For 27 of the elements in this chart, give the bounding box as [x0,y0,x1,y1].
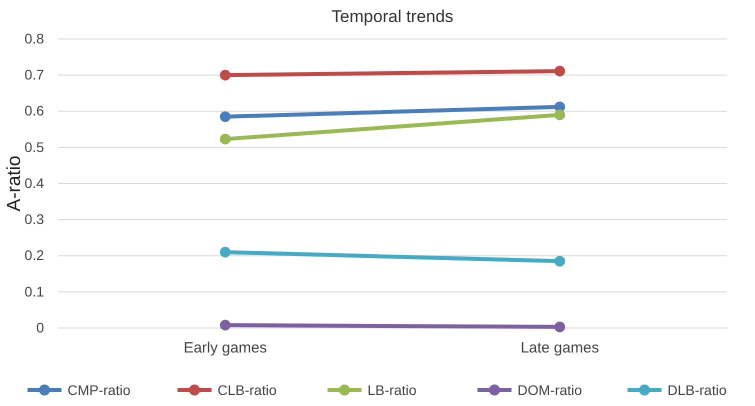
y-tick-label: 0.2 [24,247,44,264]
point [554,256,566,267]
y-tick-label: 0.6 [24,102,44,119]
legend-label: CMP-ratio [68,382,131,398]
x-tick-label: Late games [520,340,599,357]
y-tick-label: 0.8 [24,30,44,46]
y-tick-label: 0 [36,319,44,336]
point [220,246,231,258]
legend-label: DOM-ratio [518,382,582,398]
y-axis-title: A-ratio [4,156,25,212]
legend-label: CLB-ratio [218,382,277,398]
y-tick-label: 0.3 [24,211,44,228]
point [220,320,231,330]
point [554,110,566,120]
point [220,70,231,80]
legend-label: LB-ratio [368,382,417,398]
y-tick-label: 0.7 [24,66,44,83]
y-tick-label: 0.1 [24,283,44,300]
point [554,66,566,76]
y-tick-label: 0.4 [24,174,44,191]
x-tick-label: Early games [184,340,267,357]
point [220,134,231,144]
y-tick-label: 0.5 [24,138,44,155]
chart-title: Temporal trends [332,7,454,26]
point [220,111,231,122]
point [554,322,566,332]
legend-label: DLB-ratio [668,382,727,398]
